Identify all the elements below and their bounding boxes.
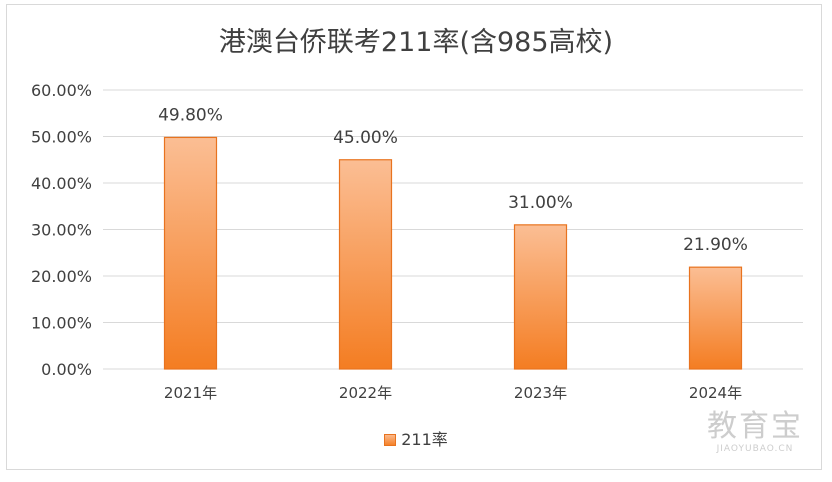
legend-swatch [384,434,397,446]
bars [163,136,743,370]
x-tick-label: 2022年 [339,384,392,402]
y-tick-label: 10.00% [31,314,92,333]
x-tick-label: 2023年 [514,384,567,402]
y-tick-label: 40.00% [31,174,92,193]
data-label: 31.00% [508,193,573,213]
y-tick-label: 60.00% [31,81,92,100]
y-tick-label: 50.00% [31,128,92,147]
bar-3 [513,224,568,370]
legend-label: 211率 [401,430,448,449]
x-tick-label: 2024年 [689,384,742,402]
chart-frame [6,4,822,470]
y-tick-label: 20.00% [31,267,92,286]
legend: 211率 [0,426,832,450]
x-axis-ticks: 2021年 2022年 2023年 2024年 [164,384,742,402]
chart-title: 港澳台侨联考211率(含985高校) [218,27,614,58]
y-tick-label: 30.00% [31,221,92,240]
data-label: 21.90% [683,235,748,255]
y-tick-label: 0.00% [41,360,92,379]
x-tick-label: 2021年 [164,384,217,402]
watermark-main: 教育宝 [707,409,803,444]
gridlines [103,89,803,370]
watermark-sub: JIAOYUBAO.CN [716,444,794,454]
bar-4 [688,266,743,370]
watermark-logo: 教育宝 JIAOYUBAO.CN [700,409,810,455]
data-label: 49.80% [158,105,223,125]
data-labels: 49.80% 45.00% 31.00% 21.90% [158,105,748,255]
y-axis-ticks: 0.00% 10.00% 20.00% 30.00% 40.00% 50.00% 60.00… [31,81,92,379]
bar-2 [338,159,393,370]
bar-1 [163,136,218,370]
data-label: 45.00% [333,128,398,148]
